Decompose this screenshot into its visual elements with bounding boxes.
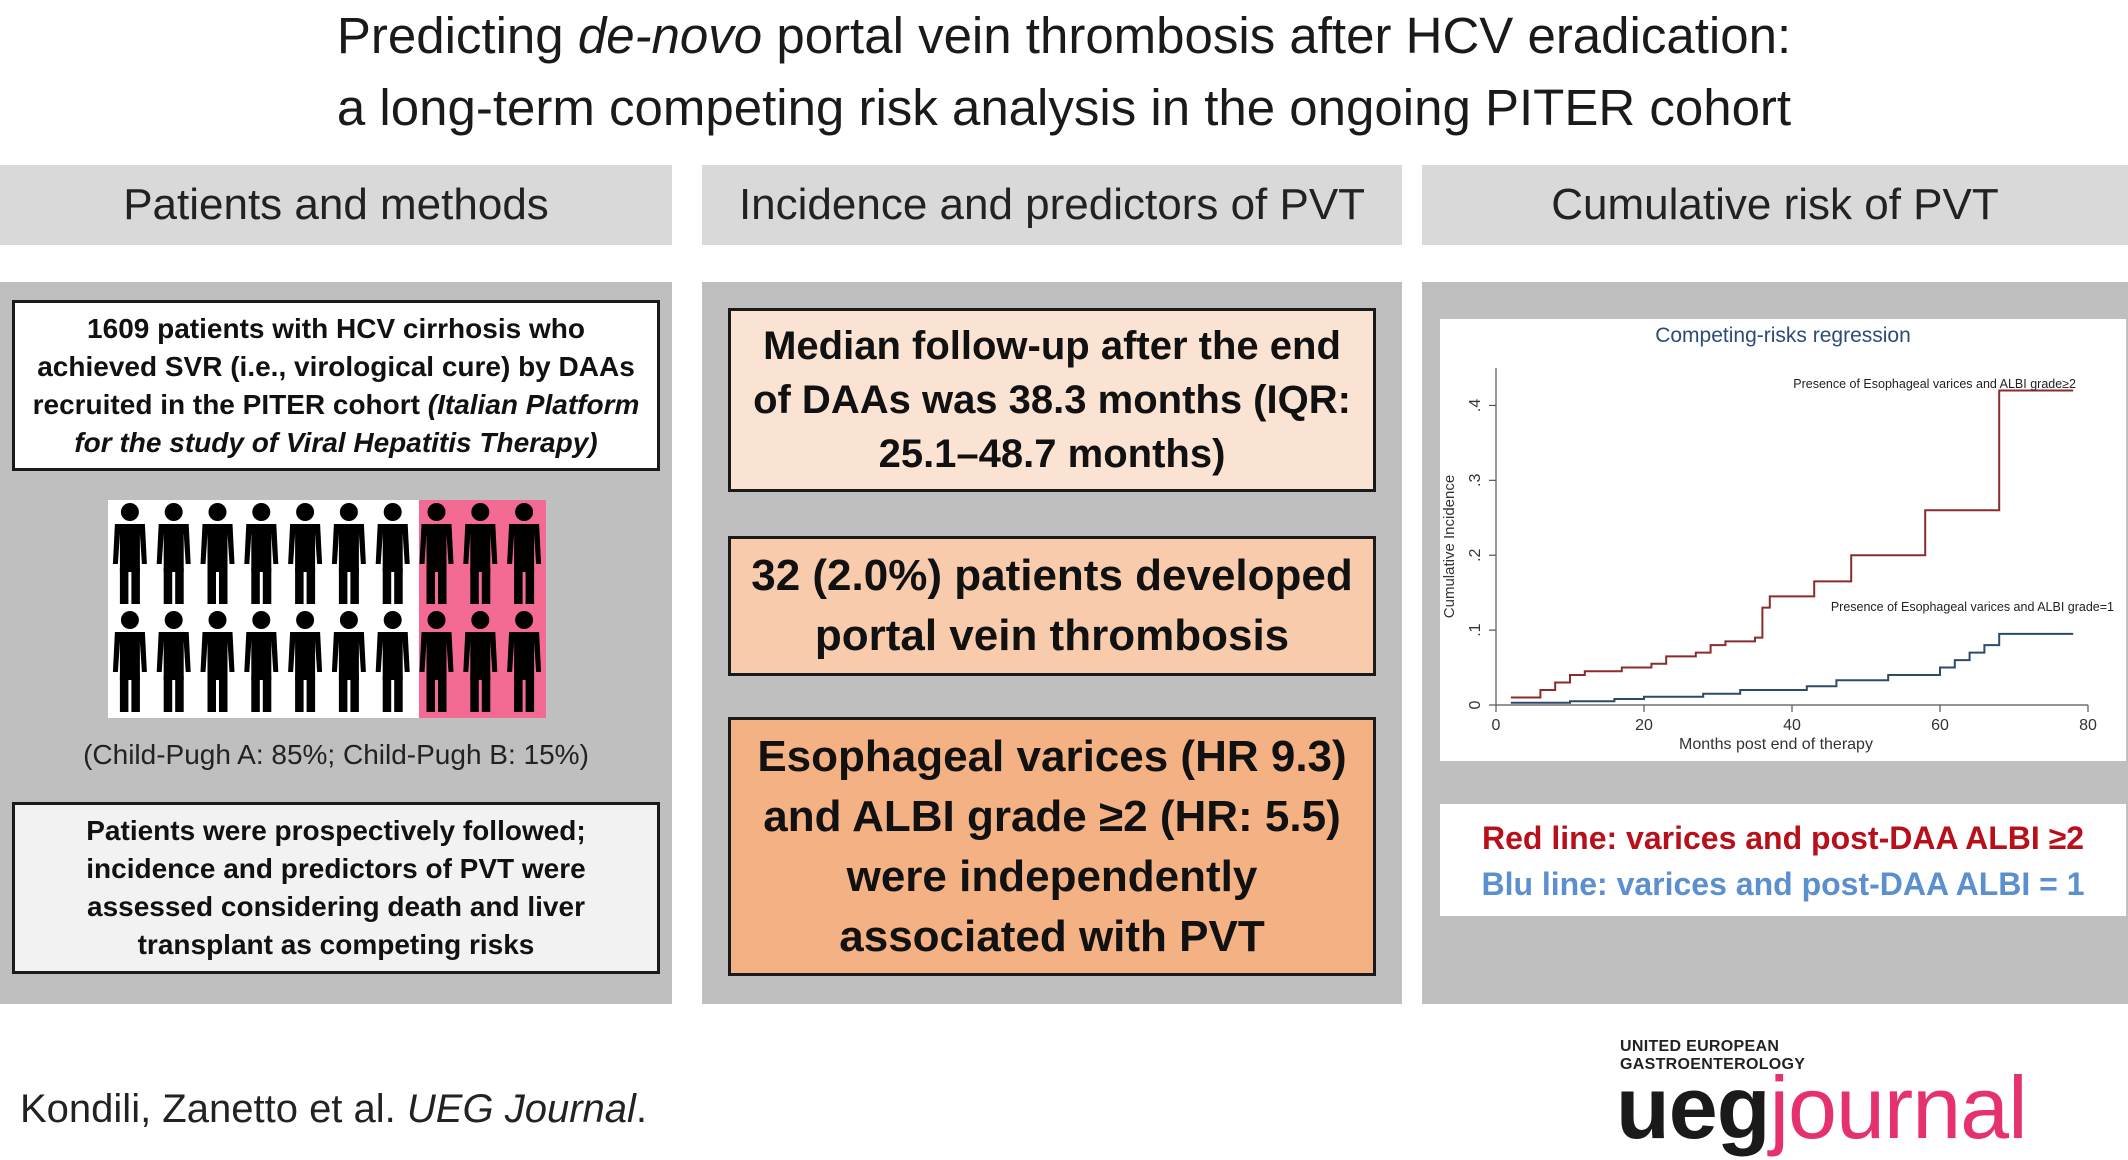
- legend-blue-line: Blu line: varices and post-DAA ALBI = 1: [1481, 866, 2085, 902]
- cohort-description-text: 1609 patients with HCV cirrhosis who ach…: [29, 310, 643, 462]
- legend-red-line: Red line: varices and post-DAA ALBI ≥2: [1482, 820, 2084, 856]
- person-icon: [507, 611, 542, 712]
- person-icon: [419, 503, 454, 604]
- people-icons: [112, 503, 542, 712]
- series-line-albi-1: [1510, 632, 2074, 704]
- title-text-start: Predicting: [336, 7, 578, 64]
- y-tick-label: .3: [1467, 474, 1484, 487]
- ueg-name-line-1: UNITED EUROPEAN: [1620, 1038, 1780, 1055]
- x-axis-label: Months post end of therapy: [1679, 736, 1873, 753]
- person-icon: [288, 503, 323, 604]
- x-tick-label: 80: [2079, 717, 2097, 734]
- cohort-description-box: 1609 patients with HCV cirrhosis who ach…: [12, 300, 660, 471]
- x-tick-label: 40: [1783, 717, 1801, 734]
- ueg-name-line-2: GASTROENTEROLOGY: [1620, 1056, 1806, 1073]
- header-patients-methods: Patients and methods: [0, 165, 672, 245]
- median-follow-up-box: Median follow-up after the end of DAAs w…: [728, 308, 1376, 492]
- x-tick-label: 0: [1492, 717, 1501, 734]
- pvt-incidence-text: 32 (2.0%) patients developed portal vein…: [751, 551, 1353, 660]
- logo-journal: journal: [1769, 1058, 2027, 1157]
- person-icon: [331, 611, 366, 712]
- competing-risks-chart-panel: Competing-risks regression 0 20 40 60 80 0 .1 .2…: [1440, 319, 2126, 761]
- person-icon: [156, 611, 191, 712]
- pvt-incidence-box: 32 (2.0%) patients developed portal vein…: [728, 536, 1376, 676]
- citation-authors: Kondili, Zanetto et al.: [20, 1087, 407, 1131]
- person-icon: [200, 503, 235, 604]
- person-icon: [156, 503, 191, 604]
- person-icon: [419, 611, 454, 712]
- header-cumulative-risk: Cumulative risk of PVT: [1422, 165, 2128, 245]
- ueg-journal-logo: uegjournal: [1616, 1058, 2028, 1158]
- citation-journal: UEG Journal: [406, 1087, 636, 1131]
- follow-up-methods-text: Patients were prospectively followed; in…: [86, 815, 586, 960]
- median-follow-up-text: Median follow-up after the end of DAAs w…: [753, 324, 1351, 476]
- y-axis-label: Cumulative Incidence: [1441, 475, 1458, 618]
- page-title: Predicting de-novo portal vein thrombosi…: [0, 0, 2128, 144]
- pvt-predictors-text: Esophageal varices (HR 9.3) and ALBI gra…: [757, 731, 1347, 961]
- series-label-albi-2: Presence of Esophageal varices and ALBI …: [1793, 377, 2076, 391]
- y-tick-label: .2: [1467, 548, 1484, 561]
- person-icon: [463, 611, 498, 712]
- header-incidence-predictors: Incidence and predictors of PVT: [702, 165, 1402, 245]
- y-tick-label: .1: [1467, 623, 1484, 636]
- person-icon: [112, 611, 147, 712]
- cohort-text: 1609 patients with HCV cirrhosis who ach…: [32, 312, 635, 420]
- person-icon: [507, 503, 542, 604]
- child-pugh-distribution: (Child-Pugh A: 85%; Child-Pugh B: 15%): [83, 739, 589, 770]
- series-line-albi-2: [1510, 389, 2074, 699]
- title-line-2: a long-term competing risk analysis in t…: [336, 79, 1792, 136]
- person-icon: [331, 503, 366, 604]
- cohort-platform-name: (Italian Platform for the study of Viral…: [74, 388, 640, 458]
- title-italic-term: de-novo: [577, 7, 763, 64]
- follow-up-methods-box: Patients were prospectively followed; in…: [12, 802, 660, 974]
- x-tick-label: 60: [1931, 717, 1949, 734]
- citation-period: .: [635, 1087, 648, 1131]
- chart-legend-panel: Red line: varices and post-DAA ALBI ≥2 B…: [1440, 804, 2126, 916]
- competing-risks-chart: Competing-risks regression 0 20 40 60 80 0 .1 .2…: [1441, 324, 2114, 753]
- person-icon: [375, 503, 410, 604]
- person-icon: [244, 611, 279, 712]
- logo-ueg: ueg: [1616, 1058, 1770, 1157]
- y-tick-label: 0: [1467, 700, 1484, 709]
- title-line-1: Predicting de-novo portal vein thrombosi…: [0, 0, 2128, 72]
- chart-title: Competing-risks regression: [1655, 324, 1911, 347]
- ueg-organization-name: UNITED EUROPEAN GASTROENTEROLOGY: [1620, 1038, 1805, 1074]
- person-icon: [463, 503, 498, 604]
- series-label-albi-1: Presence of Esophageal varices and ALBI …: [1831, 600, 2114, 614]
- person-icon: [112, 503, 147, 604]
- citation: Kondili, Zanetto et al. UEG Journal.: [20, 1083, 647, 1135]
- y-tick-label: .4: [1467, 399, 1484, 412]
- pvt-predictors-box: Esophageal varices (HR 9.3) and ALBI gra…: [728, 717, 1376, 976]
- person-icon: [244, 503, 279, 604]
- title-text-end: portal vein thrombosis after HCV eradica…: [762, 7, 1792, 64]
- person-icon: [288, 611, 323, 712]
- person-icon: [200, 611, 235, 712]
- x-tick-label: 20: [1635, 717, 1653, 734]
- patient-pictogram: [108, 500, 546, 718]
- person-icon: [375, 611, 410, 712]
